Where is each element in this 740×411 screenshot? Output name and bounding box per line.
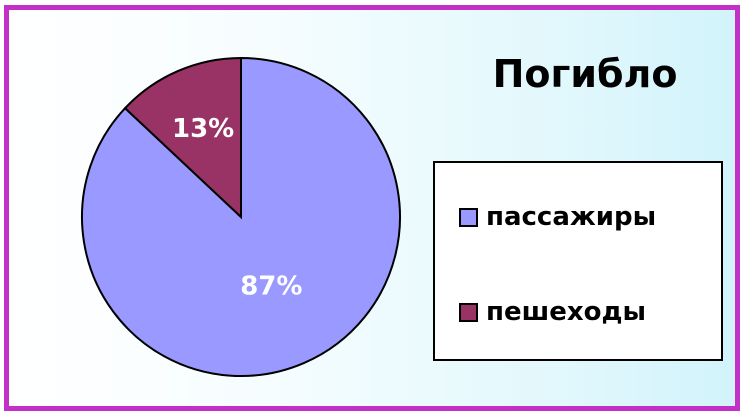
chart-title: Погибло — [492, 52, 678, 96]
legend-entry-pedestrians: пешеходы — [459, 292, 646, 332]
pie-slice-pedestrians — [123, 56, 242, 220]
pie-slices — [81, 56, 401, 377]
slice-label-passengers: 87% — [240, 272, 302, 302]
legend-label-pedestrians: пешеходы — [486, 297, 646, 327]
legend-swatch-passengers — [459, 207, 478, 227]
legend-label-passengers: пассажиры — [486, 202, 657, 232]
slice-label-pedestrians: 13% — [172, 114, 234, 144]
pie-slice-labels: 87% 13% — [172, 114, 302, 302]
legend-swatch-pedestrians — [459, 302, 478, 322]
legend-entry-passengers: пассажиры — [459, 197, 656, 237]
chart-legend: пассажиры пешеходы — [433, 161, 723, 361]
